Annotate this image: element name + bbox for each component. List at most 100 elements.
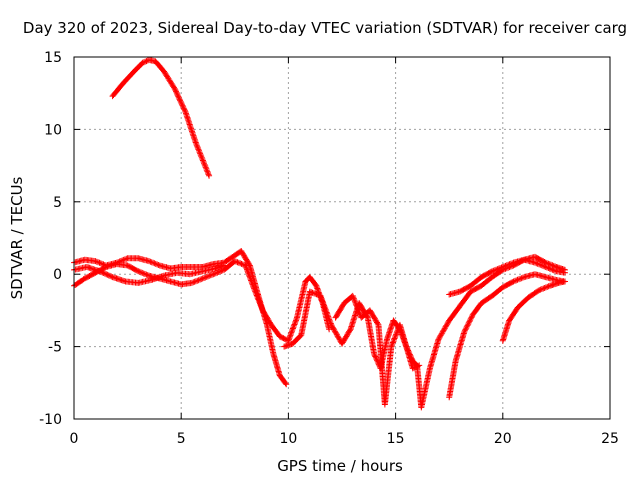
axes-layer [73, 56, 611, 420]
trace-segment [132, 60, 145, 74]
trace-segment [468, 283, 484, 294]
trace-segment [222, 253, 237, 265]
data-point [199, 275, 206, 282]
series-arc-9 [499, 278, 568, 344]
trace-segment [183, 110, 199, 146]
trace-segment [457, 289, 473, 308]
trace-segment [110, 274, 128, 284]
trace-segment [544, 274, 559, 283]
x-tick-label: 0 [70, 431, 79, 447]
x-tick-label: 25 [601, 431, 619, 447]
trace-segment [537, 283, 552, 293]
trace-segment [125, 263, 141, 274]
trace-segment [544, 260, 559, 270]
trace-segment [136, 255, 151, 264]
x-axis-label: GPS time / hours [277, 457, 403, 475]
x-tick-label: 20 [494, 431, 512, 447]
trace-segment [446, 359, 459, 399]
data-point [499, 263, 506, 270]
trace-segment [511, 257, 526, 266]
trace-segment [243, 263, 257, 291]
trace-segment [501, 279, 516, 290]
trace-segment [201, 271, 215, 281]
trace-segment [264, 323, 277, 356]
grid-layer [74, 57, 610, 419]
trace-segment [238, 249, 253, 268]
trace-segment [548, 280, 561, 289]
trace-segment [290, 333, 304, 346]
trace-segment [72, 276, 87, 288]
trace-segment [556, 278, 567, 286]
x-tick-label: 5 [177, 431, 186, 447]
data-point [317, 292, 324, 299]
trace-segment [179, 280, 194, 288]
y-tick-label: -5 [48, 340, 62, 356]
trace-segment [397, 323, 409, 349]
plot-frame [73, 56, 611, 420]
trace-segment [515, 295, 531, 310]
trace-segment [490, 264, 505, 274]
trace-segment [554, 268, 567, 276]
y-tick-label: 0 [53, 267, 62, 283]
series-arc-3 [71, 258, 333, 344]
trace-segment [410, 358, 420, 368]
trace-segment [153, 59, 167, 74]
trace-segment [136, 277, 153, 286]
trace-segment [233, 258, 248, 268]
trace-segment [188, 268, 205, 277]
trace-segment [490, 285, 505, 299]
trace-segment [453, 330, 467, 363]
trace-segment [149, 273, 166, 283]
trace-segment [461, 313, 476, 334]
trace-segment [365, 316, 377, 356]
trace-segment [110, 81, 126, 98]
trace-segment [285, 316, 300, 343]
trace-segment [147, 57, 158, 65]
trace-segment [82, 270, 98, 281]
trace-segment [533, 260, 548, 270]
y-axis-label: SDTVAR / TECUs [8, 176, 26, 299]
trace-segment [172, 87, 188, 114]
trace-segment [147, 258, 162, 268]
trace-segment [427, 337, 442, 370]
trace-segment [211, 267, 226, 277]
trace-segment [201, 265, 218, 274]
trace-segment [161, 69, 177, 91]
x-tick-label: 10 [279, 431, 297, 447]
y-tick-label: 10 [44, 122, 62, 138]
trace-segment [193, 142, 212, 178]
trace-segment [533, 254, 548, 265]
trace-segment [318, 294, 334, 327]
trace-segment [418, 366, 433, 409]
trace-segment [270, 352, 283, 378]
chart-title: Day 320 of 2023, Sidereal Day-to-day VTE… [23, 19, 627, 37]
trace-segment [501, 260, 516, 270]
series-arc-8 [446, 271, 568, 401]
trace-segment [269, 323, 282, 339]
data-point [182, 109, 189, 116]
trace-segment [190, 276, 205, 286]
trace-segment [554, 264, 567, 273]
trace-segment [213, 262, 226, 271]
x-tick-label: 15 [387, 431, 405, 447]
y-tick-label: 15 [44, 50, 62, 66]
trace-segment [121, 69, 137, 85]
trace-segment [382, 345, 395, 406]
trace-segment [83, 256, 98, 264]
data-point [206, 172, 213, 179]
trace-segment [350, 294, 364, 320]
data-layer [71, 56, 568, 411]
trace-segment [447, 304, 463, 323]
trace-segment [72, 264, 89, 273]
trace-segment [367, 308, 381, 327]
trace-segment [136, 268, 151, 279]
series-arc-6 [332, 256, 568, 411]
trace-segment [533, 271, 548, 280]
trace-segment [490, 267, 505, 280]
trace-segment [260, 308, 274, 327]
tick-label-layer: 0 5 10 15 20 25 -10 -5 0 5 10 15 [39, 50, 619, 447]
trace-segment [277, 373, 289, 387]
trace-segment [298, 290, 313, 337]
